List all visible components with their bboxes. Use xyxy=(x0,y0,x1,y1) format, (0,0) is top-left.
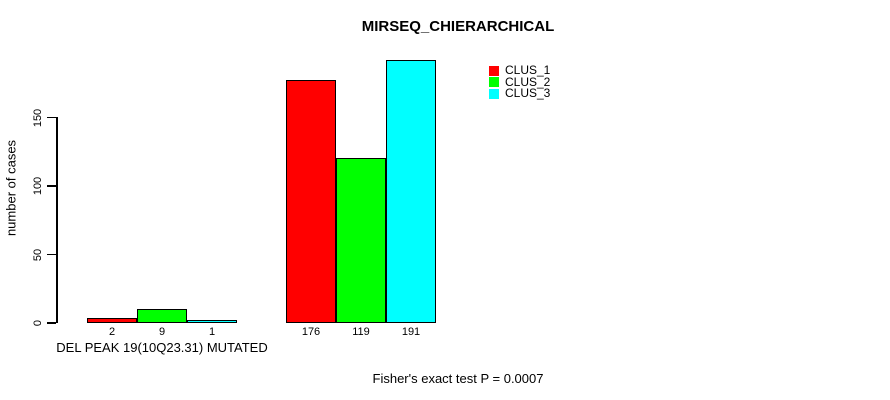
bar-clus_1-group2 xyxy=(286,80,336,323)
bar-value-label: 119 xyxy=(352,326,370,338)
bar-clus_1-group1 xyxy=(87,318,137,323)
y-axis-tick-label: 100 xyxy=(32,177,44,196)
legend-label: CLUS_3 xyxy=(505,86,551,100)
y-axis-tick xyxy=(47,185,56,187)
bar-value-label: 9 xyxy=(158,326,166,338)
legend-label: CLUS_2 xyxy=(505,74,551,89)
legend-swatch-icon xyxy=(489,77,499,88)
y-axis-title: number of cases xyxy=(3,139,19,237)
y-axis-tick xyxy=(47,322,56,324)
legend-swatch-icon xyxy=(489,65,499,76)
x-axis-title: DEL PEAK 19(10Q23.31) MUTATED xyxy=(56,340,268,355)
bar-value-label: 176 xyxy=(301,326,321,338)
bar-value-label: 1 xyxy=(208,326,216,338)
legend-item-clus_3: CLUS_3 xyxy=(489,86,551,100)
chart-title: MIRSEQ_CHIERARCHICAL xyxy=(361,18,555,35)
y-axis-tick xyxy=(47,116,56,119)
legend-swatch-icon xyxy=(489,88,499,99)
bar-clus_3-group2 xyxy=(386,59,436,323)
y-axis-tick-label: 50 xyxy=(32,248,44,261)
y-axis-tick xyxy=(47,253,56,256)
y-axis-tick-label: 150 xyxy=(32,108,44,128)
fisher-test-annotation: Fisher's exact test P = 0.0007 xyxy=(372,371,544,386)
bar-clus_2-group2 xyxy=(336,158,386,323)
y-axis-line xyxy=(56,116,58,324)
bar-value-label: 191 xyxy=(401,326,421,338)
bar-clus_3-group1 xyxy=(187,319,237,323)
bar-clus_2-group1 xyxy=(137,308,187,323)
legend-item-clus_1: CLUS_1 xyxy=(489,63,551,77)
y-axis-tick-label: 0 xyxy=(32,319,44,327)
legend-label: CLUS_1 xyxy=(505,63,551,77)
bar-value-label: 2 xyxy=(108,326,116,338)
legend-item-clus_2: CLUS_2 xyxy=(489,74,551,89)
legend: CLUS_1 CLUS_2 CLUS_3 xyxy=(489,63,551,100)
